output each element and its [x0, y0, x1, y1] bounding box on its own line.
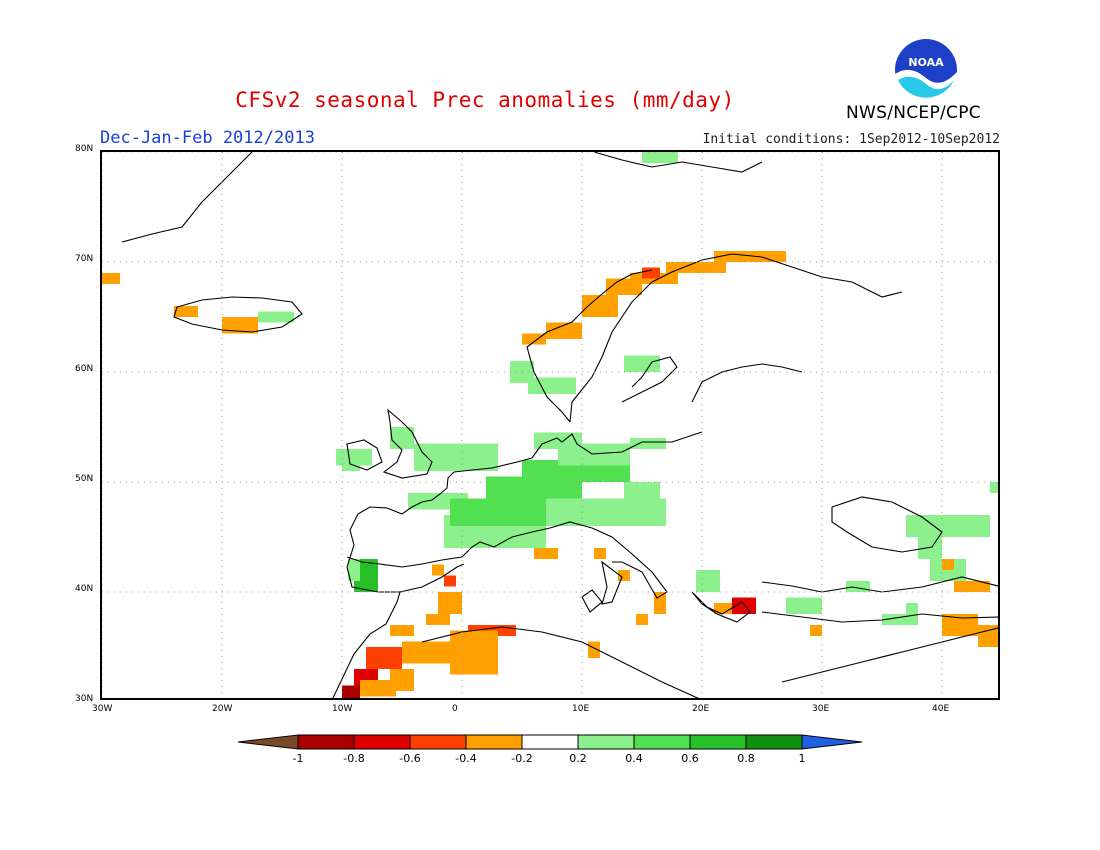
organization-label: NWS/NCEP/CPC [846, 103, 981, 123]
graticule [102, 152, 998, 698]
anomaly-cell [426, 614, 450, 625]
anomaly-cell [786, 597, 822, 614]
colorbar-segment [689, 734, 747, 750]
colorbar-segment [353, 734, 411, 750]
colorbar-tick-label: 0.6 [681, 752, 699, 765]
lat-tick-label: 60N [75, 364, 94, 374]
anomaly-cell [732, 597, 756, 614]
anomaly-cell [636, 614, 648, 625]
anomaly-cell [390, 669, 414, 691]
anomaly-cell [522, 333, 546, 345]
colorbar-tick-label: 1 [798, 752, 806, 765]
anomaly-cell [444, 575, 456, 587]
colorbar-tick-label: -1 [292, 752, 304, 765]
anomaly-cell [624, 482, 660, 504]
anomaly-cell [432, 564, 444, 576]
anomaly-cell [486, 526, 546, 548]
anomaly-cell [438, 592, 462, 614]
anomaly-cell [624, 355, 660, 372]
colorbar-tick-label: 0.8 [737, 752, 755, 765]
anomaly-cell [102, 273, 120, 284]
chart-title: CFSv2 seasonal Prec anomalies (mm/day) [235, 88, 735, 112]
lat-tick-label: 40N [75, 584, 94, 594]
colorbar-tick-label: 0.2 [569, 752, 587, 765]
anomaly-cell [810, 625, 822, 636]
anomaly-cell [366, 647, 402, 669]
anomaly-cell [528, 377, 576, 394]
anomaly-cell [450, 498, 546, 526]
anomaly-cell [174, 306, 198, 317]
anomaly-map [102, 152, 998, 698]
anomaly-cell [954, 581, 990, 592]
anomaly-cell [642, 152, 678, 163]
lon-tick-label: 0 [452, 704, 458, 714]
colorbar [238, 734, 862, 750]
coastlines [121, 152, 998, 698]
colorbar-tick-label: -0.2 [511, 752, 533, 765]
lat-tick-label: 70N [75, 254, 94, 264]
anomaly-cell [630, 438, 666, 449]
anomaly-cell [402, 641, 450, 664]
lon-tick-label: 40E [932, 704, 950, 714]
anomaly-cell [534, 432, 582, 449]
anomaly-cell [360, 680, 396, 697]
anomaly-cell [342, 460, 360, 471]
lon-tick-label: 30W [92, 704, 113, 714]
anomaly-cell [846, 581, 870, 592]
lon-tick-label: 10E [572, 704, 590, 714]
lon-tick-label: 10W [332, 704, 353, 714]
anomaly-cell [618, 570, 630, 581]
colorbar-segment [577, 734, 635, 750]
colorbar-above-arrow [801, 734, 862, 750]
anomaly-cell [942, 614, 978, 636]
noaa-logo-text: NOAA [908, 56, 944, 69]
lon-tick-label: 20W [212, 704, 233, 714]
colorbar-tick-label: 0.4 [625, 752, 643, 765]
anomaly-cell [390, 625, 414, 636]
anomaly-cell [594, 548, 606, 559]
anomaly-cell [990, 482, 998, 493]
anomaly-cells [102, 152, 998, 698]
colorbar-tick-label: -0.8 [343, 752, 365, 765]
anomaly-cell [348, 559, 360, 581]
anomaly-cell [588, 641, 600, 658]
colorbar-tick-label: -0.4 [455, 752, 477, 765]
colorbar-segment [297, 734, 355, 750]
anomaly-cell [696, 570, 720, 592]
lon-tick-label: 20E [692, 704, 710, 714]
anomaly-cell [666, 262, 726, 273]
anomaly-cell [918, 537, 942, 559]
anomaly-cell [942, 559, 954, 570]
map-panel [100, 150, 1000, 700]
anomaly-cell [906, 515, 990, 537]
lon-tick-label: 30E [812, 704, 830, 714]
anomaly-cell [906, 603, 918, 614]
anomaly-cell [450, 630, 498, 675]
anomaly-cell [642, 267, 660, 279]
anomaly-cell [342, 685, 360, 698]
forecast-period: Dec-Jan-Feb 2012/2013 [100, 128, 315, 148]
colorbar-segment [409, 734, 467, 750]
anomaly-cell [978, 625, 998, 647]
colorbar-segment [745, 734, 803, 750]
initial-conditions: Initial conditions: 1Sep2012-10Sep2012 [702, 132, 1000, 147]
anomaly-cell [534, 548, 558, 559]
lat-tick-label: 50N [75, 474, 94, 484]
lat-tick-label: 30N [75, 694, 94, 704]
colorbar-segment [521, 734, 579, 750]
colorbar-tick-label: -0.6 [399, 752, 421, 765]
anomaly-cell [714, 251, 786, 262]
colorbar-segment [465, 734, 523, 750]
noaa-logo: NOAA [895, 39, 958, 102]
colorbar-segment [633, 734, 691, 750]
anomaly-cell [222, 317, 258, 334]
lat-tick-label: 80N [75, 144, 94, 154]
anomaly-cell [882, 614, 918, 625]
anomaly-cell [582, 295, 618, 317]
anomaly-cell [258, 311, 294, 323]
colorbar-below-arrow [238, 734, 299, 750]
anomaly-cell [546, 322, 582, 339]
